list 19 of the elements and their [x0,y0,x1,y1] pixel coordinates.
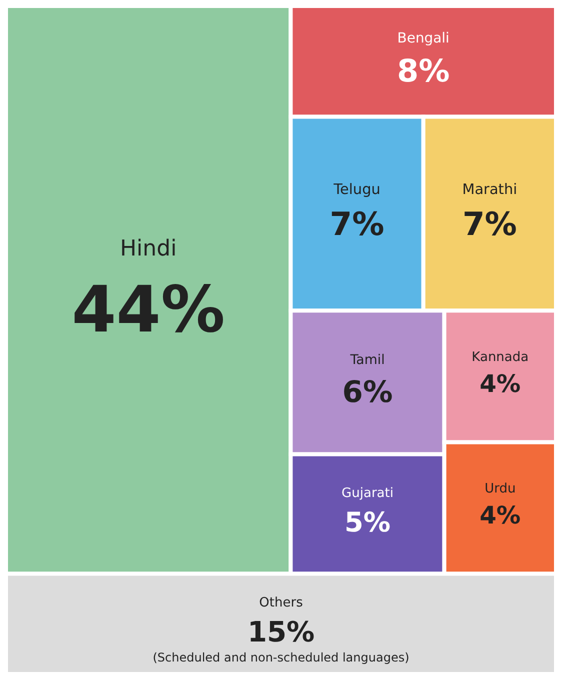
category-label: Tamil [349,353,385,368]
data-label: 15% [247,616,315,649]
text: (Scheduled and non-scheduled languages) [152,650,410,665]
data-label: 6% [342,374,393,410]
data-label: 8% [397,53,450,90]
data-label: 7% [330,204,384,243]
category-label: Marathi [462,182,518,198]
data-label: 4% [480,368,521,398]
category-label: Telugu [332,182,380,198]
data-label: 5% [344,507,390,538]
category-label: Hindi [120,236,177,262]
category-label: Gujarati [342,486,394,502]
category-label: Kannada [472,350,529,366]
data-label: 44% [72,273,225,348]
category-label: Others [259,595,304,610]
data-label: 4% [480,500,521,530]
data-label: 7% [462,204,517,243]
category-label: Bengali [397,30,450,46]
category-label: Urdu [484,482,516,497]
